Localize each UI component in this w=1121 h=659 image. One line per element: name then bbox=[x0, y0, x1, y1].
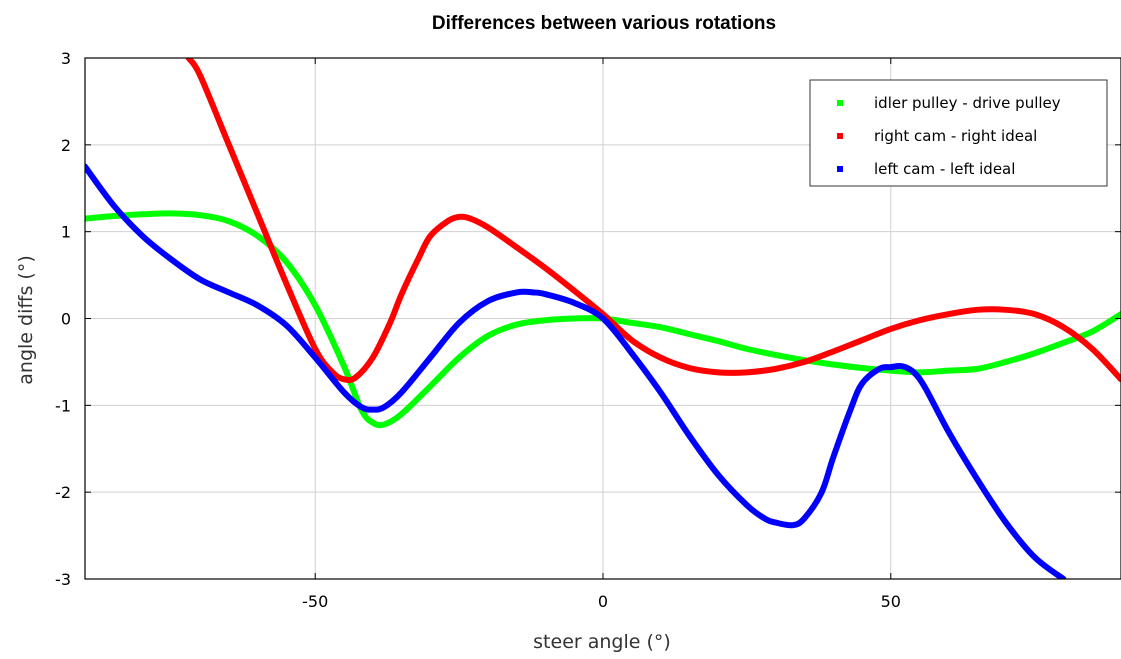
x-tick-label: -50 bbox=[302, 592, 328, 611]
y-tick-label: -1 bbox=[55, 396, 71, 415]
tick-layer: -50 0 50 3 2 1 0 -1 -2 -3 bbox=[55, 49, 1121, 611]
y-tick-label: 2 bbox=[61, 136, 71, 155]
x-tick-label: 0 bbox=[598, 592, 608, 611]
chart-title: Differences between various rotations bbox=[432, 13, 776, 34]
legend-label: right cam - right ideal bbox=[874, 127, 1037, 145]
series-line-3 bbox=[85, 163, 1067, 579]
legend-box bbox=[809, 79, 1108, 187]
y-tick-label: 0 bbox=[61, 310, 71, 329]
y-tick-label: -3 bbox=[55, 570, 71, 589]
y-tick-label: 3 bbox=[61, 49, 71, 68]
legend-label: left cam - left ideal bbox=[874, 160, 1015, 178]
y-tick-label: 1 bbox=[61, 223, 71, 242]
legend-marker bbox=[837, 133, 843, 139]
legend-marker bbox=[837, 166, 843, 172]
x-axis-label: steer angle (°) bbox=[533, 631, 671, 653]
legend: idler pulley - drive pulley right cam - r… bbox=[809, 79, 1108, 187]
series-line-2 bbox=[185, 58, 1121, 384]
legend-label: idler pulley - drive pulley bbox=[874, 94, 1061, 112]
legend-marker bbox=[837, 100, 843, 106]
x-tick-label: 50 bbox=[881, 592, 901, 611]
y-tick-label: -2 bbox=[55, 483, 71, 502]
legend-items: idler pulley - drive pulley right cam - r… bbox=[837, 94, 1061, 178]
y-axis-label: angle diffs (°) bbox=[15, 255, 37, 384]
series-layer bbox=[85, 58, 1121, 579]
